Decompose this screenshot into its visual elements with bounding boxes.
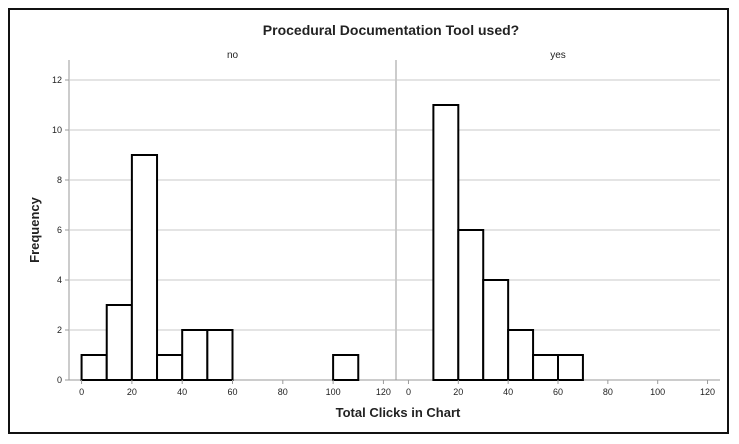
bar (156, 354, 184, 381)
x-tick-label: 80 (278, 387, 288, 397)
bar (80, 354, 108, 381)
x-tick-label: 20 (453, 387, 463, 397)
bar (557, 354, 584, 381)
x-tick-label: 40 (503, 387, 513, 397)
x-tick-label: 120 (376, 387, 391, 397)
y-tick-label: 12 (52, 75, 62, 85)
y-tick-label: 4 (57, 275, 62, 285)
bar (206, 329, 234, 381)
y-tick-label: 0 (57, 375, 62, 385)
plot-area: no 0 20 40 60 80 100 120 yes 0 20 40 60 80 100 120 0 2 4 6 8… (52, 50, 720, 397)
y-tick-label: 10 (52, 125, 62, 135)
bar (181, 329, 209, 381)
x-tick-label: 20 (127, 387, 137, 397)
panel-label-yes: yes (550, 50, 566, 61)
bar (332, 354, 360, 381)
x-tick-label: 100 (326, 387, 341, 397)
x-tick-label: 100 (650, 387, 665, 397)
x-tick-label: 120 (700, 387, 715, 397)
bar (105, 304, 133, 381)
y-tick-label: 6 (57, 225, 62, 235)
x-tick-label: 0 (406, 387, 411, 397)
bar (457, 229, 485, 381)
bar (130, 154, 159, 381)
panel-label-no: no (227, 50, 239, 61)
bar (432, 104, 460, 381)
x-axis-label: Total Clicks in Chart (336, 405, 461, 420)
x-tick-label: 40 (177, 387, 187, 397)
y-axis-label: Frequency (27, 196, 42, 263)
y-tick-label: 2 (57, 325, 62, 335)
y-tick-label: 8 (57, 175, 62, 185)
bar (507, 329, 535, 381)
bar (532, 354, 559, 381)
x-tick-label: 60 (553, 387, 563, 397)
x-tick-label: 0 (79, 387, 84, 397)
bar (482, 279, 510, 381)
chart-frame (8, 8, 729, 434)
x-tick-label: 60 (227, 387, 237, 397)
chart-title: Procedural Documentation Tool used? (263, 22, 519, 38)
x-tick-label: 80 (603, 387, 613, 397)
